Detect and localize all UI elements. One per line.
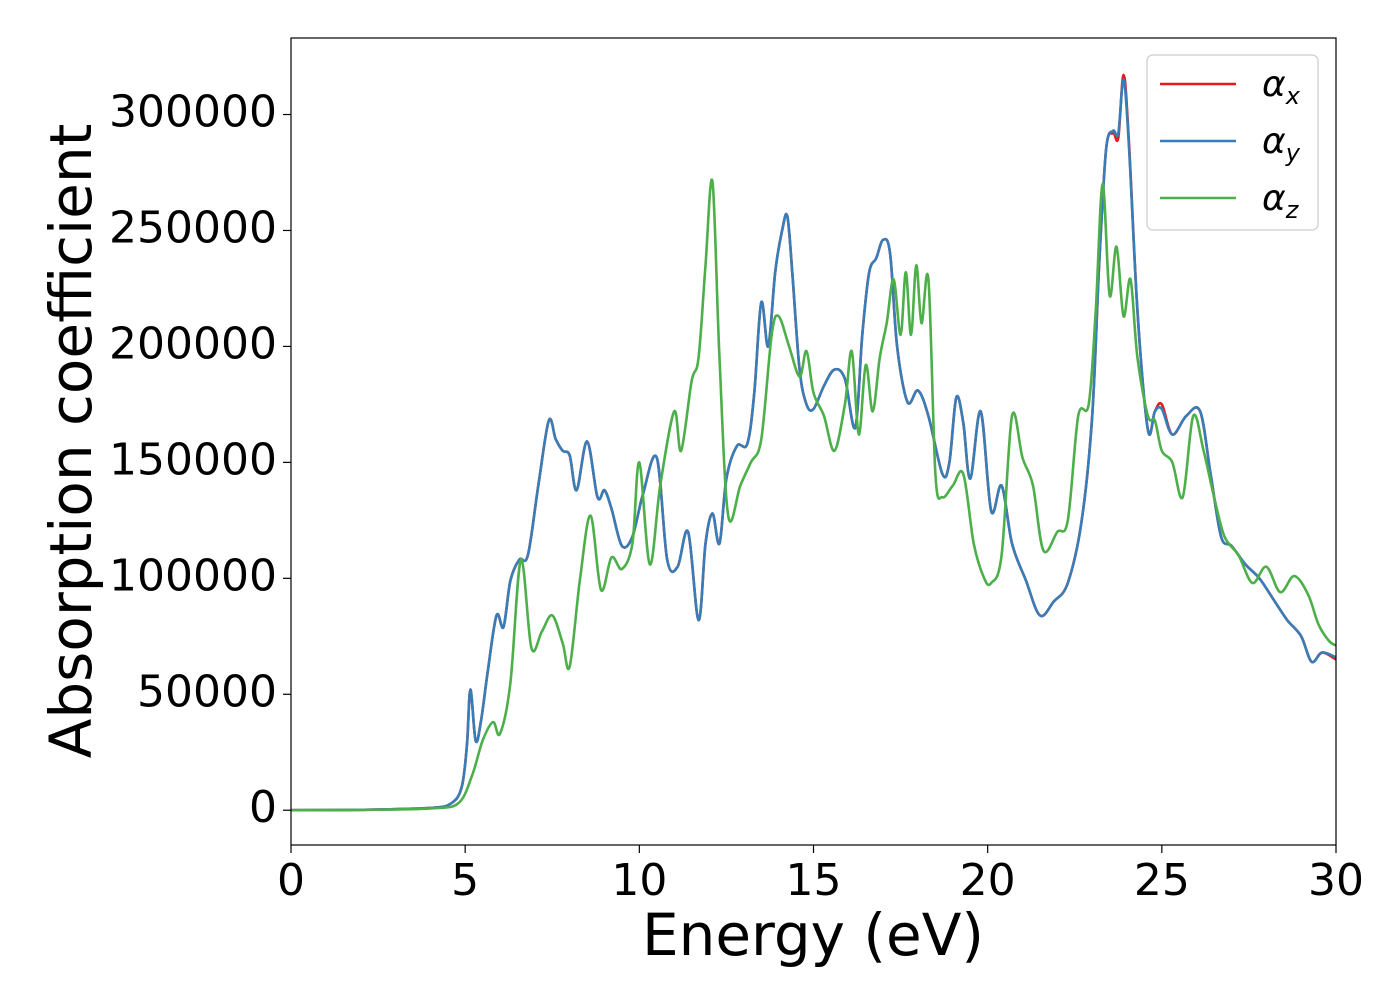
y-tick-label: 150000 xyxy=(109,434,277,485)
legend-label-y: αy xyxy=(1262,121,1301,167)
y-tick-label: 100000 xyxy=(109,550,277,601)
x-axis: 0 5 10 15 20 25 30 xyxy=(277,845,1364,906)
x-axis-label: Energy (eV) xyxy=(642,901,984,969)
legend-box xyxy=(1146,54,1319,231)
y-tick-label: 50000 xyxy=(137,666,277,717)
legend: αx αy αz xyxy=(1146,54,1319,231)
series-line-y xyxy=(291,78,1336,812)
series-line-z xyxy=(291,178,1336,812)
y-tick-label: 250000 xyxy=(109,202,277,253)
y-tick-label: 300000 xyxy=(109,87,277,138)
x-tick-label: 30 xyxy=(1308,855,1364,906)
x-tick-label: 0 xyxy=(277,855,305,906)
y-tick-label: 200000 xyxy=(109,318,277,369)
y-tick-label: 0 xyxy=(249,782,277,833)
y-axis-label: Absorption coefficient xyxy=(37,124,105,759)
x-tick-label: 15 xyxy=(786,855,842,906)
legend-label-z: αz xyxy=(1262,178,1300,224)
x-tick-label: 10 xyxy=(611,855,667,906)
x-tick-label: 20 xyxy=(960,855,1016,906)
y-axis: 0 50000 100000 150000 200000 250000 300000 xyxy=(109,87,291,833)
legend-label-x: αx xyxy=(1262,64,1301,110)
x-tick-label: 25 xyxy=(1134,855,1190,906)
series-layer xyxy=(291,73,1336,812)
x-tick-label: 5 xyxy=(451,855,479,906)
